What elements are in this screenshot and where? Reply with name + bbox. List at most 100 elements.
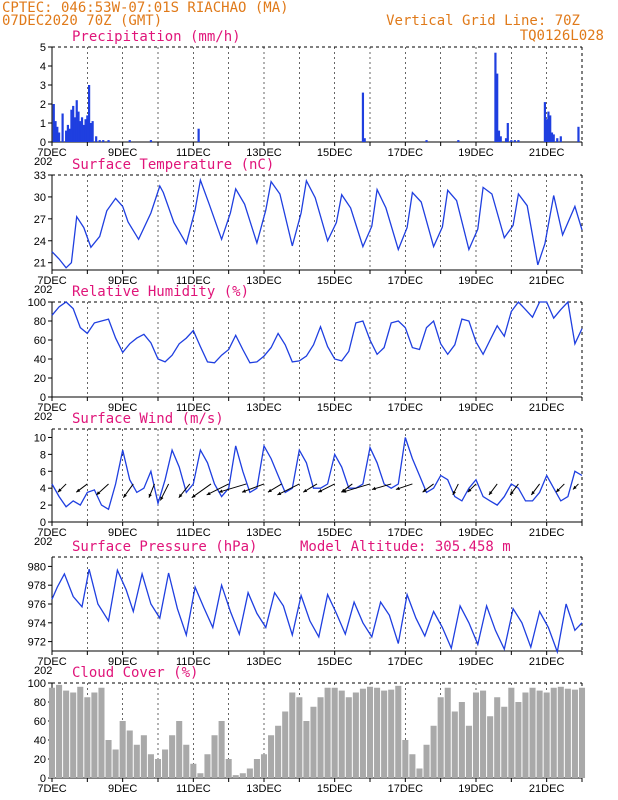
wind-arrow-shaft: [277, 483, 300, 496]
y-tick-label: 20: [34, 754, 46, 766]
cloud-bar: [550, 687, 557, 778]
cloud-bar: [536, 690, 543, 778]
x-tick-label: 17DEC: [388, 527, 424, 539]
cloud-bar: [197, 773, 204, 778]
series-line: [51, 567, 583, 655]
precip-bar: [66, 124, 69, 142]
cloud-bar: [56, 684, 63, 778]
y-tick-label: 4: [40, 61, 46, 73]
panel-rh: 0 20 40 60 80 100 7DEC 9DEC 11DEC 13DEC 15DEC 17DEC…: [28, 284, 583, 423]
x-tick-label: 11DEC: [176, 402, 211, 414]
x-tick-label: 11DEC: [176, 275, 211, 287]
cloud-bar: [317, 697, 324, 778]
x-tick-label: 7DEC: [37, 656, 66, 668]
precip-bar: [504, 138, 508, 142]
cloud-bar: [366, 686, 374, 778]
cloud-bar: [444, 687, 451, 778]
panel-title: Surface Pressure (hPa): [72, 539, 257, 555]
precip-bar: [80, 117, 84, 142]
precip-bar: [559, 136, 562, 142]
cloud-bar: [169, 735, 176, 778]
wind-arrow-shaft: [206, 483, 229, 496]
x-tick-label: 9DEC: [108, 783, 137, 795]
cloud-bar: [571, 689, 578, 778]
cloud-bar: [98, 687, 105, 778]
y-tick-label: 60: [34, 335, 46, 347]
wind-arrow-head: [191, 494, 196, 498]
year-stub-label: 202: [34, 411, 52, 423]
cloud-bar: [303, 721, 310, 778]
cloud-bar: [564, 688, 571, 778]
cloud-bar: [352, 692, 359, 778]
x-tick-label: 17DEC: [388, 783, 424, 795]
x-tick-label: 19DEC: [458, 783, 494, 795]
x-tick-label: 11DEC: [176, 527, 211, 539]
precip-bar: [577, 126, 580, 142]
precip-bar: [550, 132, 554, 142]
cloud-bar: [324, 687, 331, 778]
cloud-bar: [218, 721, 225, 778]
wind-arrow-head: [148, 493, 152, 498]
x-tick-label: 15DEC: [317, 527, 353, 539]
precip-bar: [68, 128, 71, 142]
wind-arrow-head: [342, 489, 347, 493]
x-tick-label: 13DEC: [246, 527, 282, 539]
cloud-bar: [275, 725, 282, 778]
year-stub-label: 202: [34, 536, 52, 548]
y-tick-label: 33: [34, 170, 46, 182]
x-tick-label: 9DEC: [108, 527, 137, 539]
panel-pres: 972 974 976 978 980 7DEC 9DEC 11DEC 13DEC 15DEC 17…: [28, 539, 583, 677]
x-tick-label: 19DEC: [458, 656, 494, 668]
precip-bar: [513, 140, 516, 142]
cloud-bar: [176, 721, 183, 778]
y-tick-label: 978: [28, 580, 46, 592]
x-tick-label: 15DEC: [317, 783, 353, 795]
y-tick-label: 21: [34, 258, 46, 270]
series-line: [51, 300, 583, 364]
precip-bar: [517, 140, 520, 142]
cloud-bar: [154, 759, 162, 778]
cloud-bar: [381, 690, 388, 778]
cloud-bar: [515, 702, 522, 778]
precip-bar: [552, 134, 555, 142]
cloud-bar: [423, 744, 430, 778]
x-tick-label: 15DEC: [317, 275, 353, 287]
x-tick-label: 13DEC: [246, 147, 282, 159]
x-tick-label: 7DEC: [37, 147, 66, 159]
y-tick-label: 100: [28, 678, 46, 690]
x-tick-label: 9DEC: [108, 402, 137, 414]
cloud-bar: [557, 686, 564, 778]
y-tick-label: 0: [40, 773, 46, 785]
x-tick-label: 21DEC: [529, 656, 565, 668]
y-tick-label: 100: [28, 297, 46, 309]
precip-bar: [510, 140, 513, 142]
y-tick-label: 24: [34, 236, 46, 248]
x-tick-label: 9DEC: [108, 656, 137, 668]
cloud-bar: [487, 716, 494, 778]
cloud-bar: [472, 692, 480, 778]
x-tick-label: 7DEC: [37, 402, 66, 414]
cloud-bar: [359, 688, 366, 778]
cloud-bar: [105, 740, 112, 778]
x-tick-label: 15DEC: [317, 147, 353, 159]
cloud-bar: [395, 685, 402, 778]
x-tick-label: 17DEC: [388, 656, 424, 668]
cloud-bar: [48, 687, 56, 778]
cloud-bar: [232, 775, 239, 778]
year-stub-label: 202: [34, 156, 52, 168]
wind-arrow-head: [206, 491, 211, 495]
precip-bar: [425, 140, 428, 142]
precip-bar: [57, 132, 61, 142]
y-tick-label: 0: [40, 137, 46, 149]
panel-title: Cloud Cover (%): [72, 665, 198, 681]
cloud-bar: [84, 697, 91, 778]
y-tick-label: 2: [40, 500, 46, 512]
precip-bar: [54, 121, 57, 142]
panel-title: Precipitation (mm/h): [72, 29, 241, 45]
precip-bar: [95, 136, 98, 142]
precip-bar: [52, 104, 55, 142]
wind-arrow-head: [123, 493, 127, 498]
wind-arrow-head: [242, 489, 246, 493]
cloud-bar: [409, 754, 416, 778]
precip-bar: [70, 109, 73, 142]
